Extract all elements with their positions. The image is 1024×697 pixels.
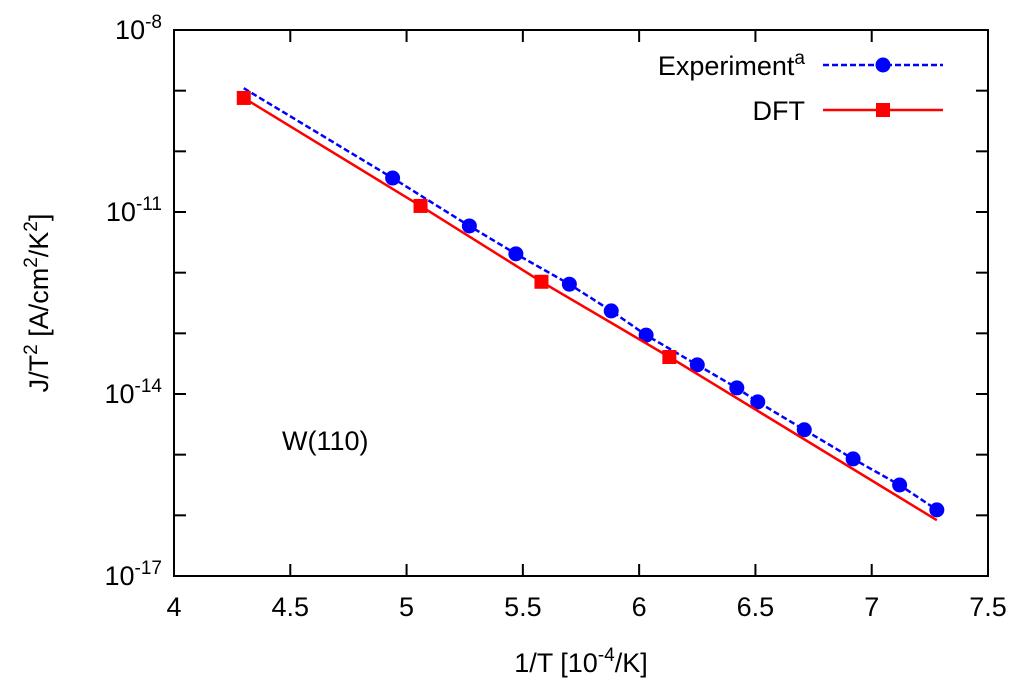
legend-sup: a <box>794 48 805 69</box>
data-point-experiment <box>385 170 401 186</box>
x-tick-label: 7.5 <box>969 592 1007 622</box>
series-line-experiment <box>243 87 938 511</box>
x-axis-title: 1/T [10-4/K] <box>514 645 647 678</box>
y-tick-exponent: -8 <box>145 12 162 33</box>
data-point-experiment <box>561 276 577 292</box>
plot-frame <box>173 29 989 577</box>
y-tick-label: 10-14 <box>104 376 162 409</box>
data-point-experiment <box>461 218 477 234</box>
legend-name: DFT <box>753 96 805 126</box>
data-point-experiment <box>796 422 812 438</box>
legend: Experimenta DFT <box>658 48 943 126</box>
data-point-dft <box>236 90 251 105</box>
x-tick-label: 4.5 <box>272 592 310 622</box>
y-tick-base: 10 <box>106 197 136 227</box>
x-tick-label: 5 <box>399 592 414 622</box>
y-tick-label: 10-11 <box>106 194 162 227</box>
y-tick-label: 10-17 <box>104 558 162 591</box>
series-line-dft <box>243 96 938 522</box>
data-point-experiment <box>508 246 524 262</box>
data-point-experiment <box>929 502 945 518</box>
data-point-experiment <box>892 477 908 493</box>
legend-label-experiment: Experimenta <box>658 48 806 81</box>
legend-label-dft: DFT <box>753 96 805 126</box>
data-point-experiment <box>638 327 654 343</box>
legend-name: Experiment <box>658 51 795 81</box>
x-tick-label: 4 <box>166 592 181 622</box>
y-tick-label: 10-8 <box>115 12 162 45</box>
x-tick-label: 7 <box>864 592 879 622</box>
data-point-experiment <box>603 303 619 319</box>
y-axis-title: J/T2 [A/cm2/K2] <box>21 214 54 393</box>
data-point-experiment <box>750 394 766 410</box>
y-tick-base: 10 <box>115 15 145 45</box>
legend-marker <box>875 57 891 73</box>
data-point-dft <box>534 274 549 289</box>
series-layer <box>236 87 945 522</box>
y-tick-exponent: -17 <box>135 558 162 579</box>
legend-marker <box>876 103 890 117</box>
x-tick-label: 6 <box>632 592 647 622</box>
y-tick-exponent: -11 <box>136 194 162 215</box>
x-tick-label: 5.5 <box>504 592 542 622</box>
y-tick-base: 10 <box>104 379 134 409</box>
data-point-experiment <box>689 357 705 373</box>
x-tick-label: 6.5 <box>737 592 775 622</box>
y-tick-exponent: -14 <box>135 376 163 397</box>
data-point-dft <box>413 198 428 213</box>
data-point-experiment <box>845 451 861 467</box>
data-point-experiment <box>729 380 745 396</box>
data-point-dft <box>662 349 677 364</box>
annotation-w110: W(110) <box>282 426 369 456</box>
y-tick-base: 10 <box>104 561 134 591</box>
